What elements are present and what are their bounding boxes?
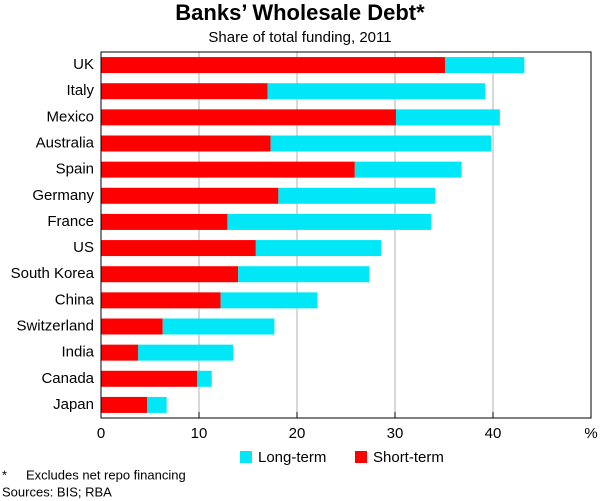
bar-segment xyxy=(101,109,396,126)
x-tick-label: % xyxy=(584,425,597,442)
y-tick-label: Mexico xyxy=(46,108,94,125)
bar-segment xyxy=(101,266,239,283)
x-tick-label: 30 xyxy=(387,425,404,442)
y-tick-label: Japan xyxy=(53,396,94,413)
footnote-marker: * xyxy=(2,467,7,482)
bar-segment xyxy=(147,396,167,413)
legend-swatch xyxy=(355,451,367,463)
bar-segment xyxy=(197,370,212,387)
bar-segment xyxy=(238,266,370,283)
y-tick-label: China xyxy=(55,291,95,308)
bar-segment xyxy=(227,213,432,230)
legend-label: Short-term xyxy=(373,449,444,466)
bar-segment xyxy=(101,135,271,152)
bar-segment xyxy=(101,318,163,335)
y-tick-label: France xyxy=(47,213,94,230)
plot-frame xyxy=(100,51,592,419)
legend-label: Long-term xyxy=(258,449,326,466)
footnote: Excludes net repo financing xyxy=(26,467,186,482)
y-tick-label: Canada xyxy=(41,370,94,387)
chart-title: Banks’ Wholesale Debt* xyxy=(175,0,425,25)
bar-segment xyxy=(270,135,492,152)
bar-segment xyxy=(255,240,382,257)
source: Sources: BIS; RBA xyxy=(2,484,112,499)
legend-swatch xyxy=(240,451,252,463)
bar-segment xyxy=(101,57,445,74)
y-tick-label: India xyxy=(61,344,94,361)
y-tick-label: Germany xyxy=(32,187,94,204)
bar-segment xyxy=(101,396,148,413)
y-tick-label: Switzerland xyxy=(16,317,94,334)
x-tick-label: 20 xyxy=(289,425,306,442)
chart-subtitle: Share of total funding, 2011 xyxy=(208,29,391,46)
x-tick-label: 40 xyxy=(485,425,502,442)
x-tick-label: 0 xyxy=(97,425,105,442)
bar-segment xyxy=(395,109,500,126)
bar-segment xyxy=(354,161,462,178)
y-tick-label: Australia xyxy=(36,134,95,151)
y-tick-label: South Korea xyxy=(11,265,95,282)
bar-segment xyxy=(101,344,139,361)
bar-segment xyxy=(101,292,221,309)
y-tick-label: US xyxy=(73,239,94,256)
bar-segment xyxy=(278,187,436,204)
bar-segment xyxy=(444,57,525,74)
bar-segment xyxy=(101,213,228,230)
bar-segment xyxy=(101,83,268,100)
bar-segment xyxy=(267,83,486,100)
bar-segment xyxy=(220,292,318,309)
x-tick-label: 10 xyxy=(191,425,208,442)
bar-segment xyxy=(101,187,279,204)
bar-segment xyxy=(101,161,355,178)
y-tick-label: Spain xyxy=(56,161,94,178)
y-tick-label: UK xyxy=(73,56,94,73)
y-tick-label: Italy xyxy=(66,82,94,99)
bar-segment xyxy=(162,318,275,335)
bar-segment xyxy=(101,240,256,257)
bar-segment xyxy=(138,344,234,361)
bar-segment xyxy=(101,370,198,387)
